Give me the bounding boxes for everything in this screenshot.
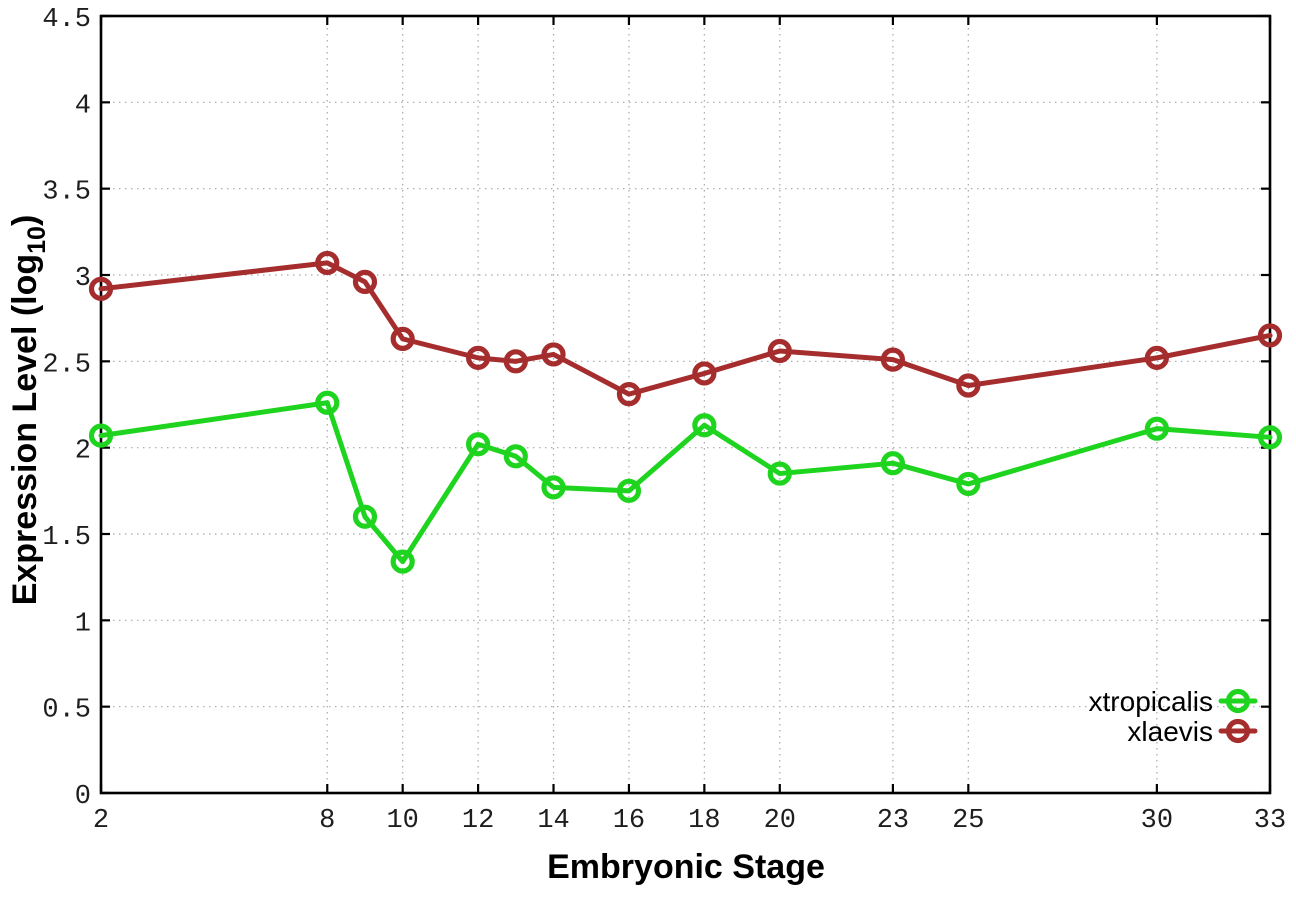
data-point-marker xyxy=(88,423,114,448)
data-point-marker xyxy=(1257,425,1283,450)
grid-lines xyxy=(101,16,1270,793)
data-point-marker xyxy=(767,461,792,486)
data-point-marker xyxy=(352,504,378,529)
data-point-marker xyxy=(1144,416,1169,441)
data-point-marker xyxy=(352,269,378,295)
y-tick-label: 0.5 xyxy=(42,696,91,726)
data-point-marker xyxy=(1144,345,1169,370)
x-tick-label: 10 xyxy=(386,806,418,836)
data-point-marker xyxy=(541,342,566,367)
plot-area: 2 8 10 12 14 16 18 20 23 25 30 33 0 0.5 1 1.5 2 2.5 3 3.5 4 4… xyxy=(42,5,1286,836)
plot-border xyxy=(99,14,1272,795)
y-axis-title: Expression Level (log10) xyxy=(6,215,51,606)
data-point-marker xyxy=(315,390,340,415)
y-tick-label: 3 xyxy=(75,264,91,294)
legend-sample-xtropicalis xyxy=(1218,688,1258,714)
x-tick-label: 30 xyxy=(1141,806,1173,836)
data-point-marker xyxy=(692,413,717,438)
x-tick-label: 33 xyxy=(1254,806,1286,836)
series-xtropicalis xyxy=(88,390,1283,574)
y-axis-title-close-paren: ) xyxy=(6,215,44,226)
data-point-marker xyxy=(390,326,415,351)
legend: xtropicalis xlaevis xyxy=(1089,686,1213,747)
x-tick-label: 12 xyxy=(462,806,494,836)
legend-sample-marker xyxy=(1225,688,1251,714)
data-point-marker xyxy=(956,471,981,497)
series-line xyxy=(98,260,1273,397)
x-tick-label: 2 xyxy=(93,806,109,836)
series-line xyxy=(98,400,1273,565)
y-axis-title-subscript: 10 xyxy=(23,226,51,254)
y-tick-label: 4 xyxy=(75,91,91,121)
legend-sample-marker xyxy=(1225,718,1251,744)
axis-ticks xyxy=(99,14,1272,795)
x-tick-label: 8 xyxy=(319,806,335,836)
y-tick-label: 1 xyxy=(75,609,91,639)
data-point-marker xyxy=(88,276,114,301)
data-point-marker xyxy=(503,349,528,374)
data-point-marker xyxy=(880,347,906,372)
x-tick-label: 23 xyxy=(877,806,909,836)
y-tick-label: 3.5 xyxy=(42,178,91,208)
data-point-marker xyxy=(1257,323,1283,348)
data-point-marker xyxy=(616,382,642,407)
legend-label-xlaevis: xlaevis xyxy=(1127,716,1213,747)
data-point-marker xyxy=(541,475,566,500)
y-tick-label: 4.5 xyxy=(42,5,91,35)
series-xlaevis xyxy=(88,250,1283,407)
y-tick-label: 2 xyxy=(75,437,91,467)
x-tick-label: 14 xyxy=(537,806,569,836)
x-tick-label: 16 xyxy=(613,806,645,836)
y-axis-title-main: Expression Level (log xyxy=(6,254,44,605)
legend-sample-xlaevis xyxy=(1218,718,1258,744)
y-tick-label: 2.5 xyxy=(42,350,91,380)
data-point-marker xyxy=(503,444,528,469)
data-point-marker xyxy=(465,432,491,457)
data-point-marker xyxy=(616,478,642,503)
data-point-marker xyxy=(767,338,792,364)
data-point-marker xyxy=(465,345,491,370)
y-tick-label: 1.5 xyxy=(42,523,91,553)
x-tick-label: 18 xyxy=(688,806,720,836)
x-tick-label: 25 xyxy=(952,806,984,836)
data-point-marker xyxy=(390,549,415,574)
data-point-marker xyxy=(692,361,717,386)
y-tick-label: 0 xyxy=(75,782,91,812)
legend-label-xtropicalis: xtropicalis xyxy=(1089,686,1213,717)
x-axis-title: Embryonic Stage xyxy=(547,848,825,886)
tick-labels: 2 8 10 12 14 16 18 20 23 25 30 33 0 0.5 1 1.5 2 2.5 3 3.5 4 4… xyxy=(42,5,1286,836)
data-point-marker xyxy=(315,250,340,276)
data-point-marker xyxy=(956,373,981,398)
data-point-marker xyxy=(880,451,906,476)
x-tick-label: 20 xyxy=(764,806,796,836)
